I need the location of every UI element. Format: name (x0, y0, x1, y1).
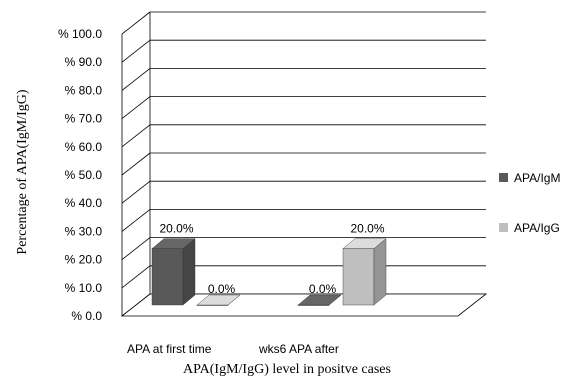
gridline-side (121, 152, 151, 176)
legend: APA/IgM APA/IgG (499, 171, 560, 235)
data-label: 20.0% (350, 222, 384, 236)
gridlines (121, 11, 486, 317)
gridline-side (121, 237, 151, 260)
y-tick-label: % 80.0 (65, 83, 103, 97)
y-tick-label: % 10.0 (65, 281, 103, 295)
data-labels: 20.0% 0.0% 0.0% 20.0% (159, 222, 384, 296)
data-label: 20.0% (159, 222, 193, 236)
gridline-side (121, 96, 151, 119)
y-tick-label: % 50.0 (65, 168, 103, 182)
gridline-side (121, 180, 151, 204)
legend-swatch-igg (499, 223, 508, 232)
data-label: 0.0% (208, 282, 236, 296)
category-label: wks6 APA after (258, 342, 339, 356)
y-tick-label: % 70.0 (65, 112, 103, 126)
y-axis-title: Percentage of APA(IgM/IgG) (15, 89, 30, 254)
bar-igg-1 (196, 294, 241, 306)
y-tick-label: % 90.0 (65, 55, 103, 69)
category-labels: APA at first time wks6 APA after (127, 342, 339, 356)
gridline-side (121, 209, 151, 232)
y-axis-ticks: % 0.0 % 10.0 % 20.0 % 30.0 % 40.0 % 50.0 % 60.… (58, 27, 102, 323)
y-tick-label: % 40.0 (65, 196, 103, 210)
gridline-side (121, 265, 151, 289)
bars (151, 238, 387, 306)
bar-igm-1 (151, 238, 196, 306)
y-tick-label: % 20.0 (65, 253, 103, 267)
y-tick-label: % 30.0 (65, 224, 103, 238)
legend-label-igg: APA/IgG (514, 221, 560, 235)
legend-label-igm: APA/IgM (514, 171, 560, 185)
bar-igm-2 (297, 294, 342, 306)
bar-igg-2 (342, 238, 387, 306)
y-tick-label: % 100.0 (58, 27, 102, 41)
category-label: APA at first time (127, 342, 212, 356)
legend-swatch-igm (499, 173, 508, 182)
gridline-side (121, 11, 151, 35)
y-tick-label: % 0.0 (71, 309, 102, 323)
gridline-side (121, 124, 151, 148)
gridline-side (121, 39, 151, 63)
y-tick-label: % 60.0 (65, 140, 103, 154)
data-label: 0.0% (309, 282, 337, 296)
x-axis-title: APA(IgM/IgG) level in positve cases (183, 362, 391, 377)
gridline-side (121, 68, 151, 91)
